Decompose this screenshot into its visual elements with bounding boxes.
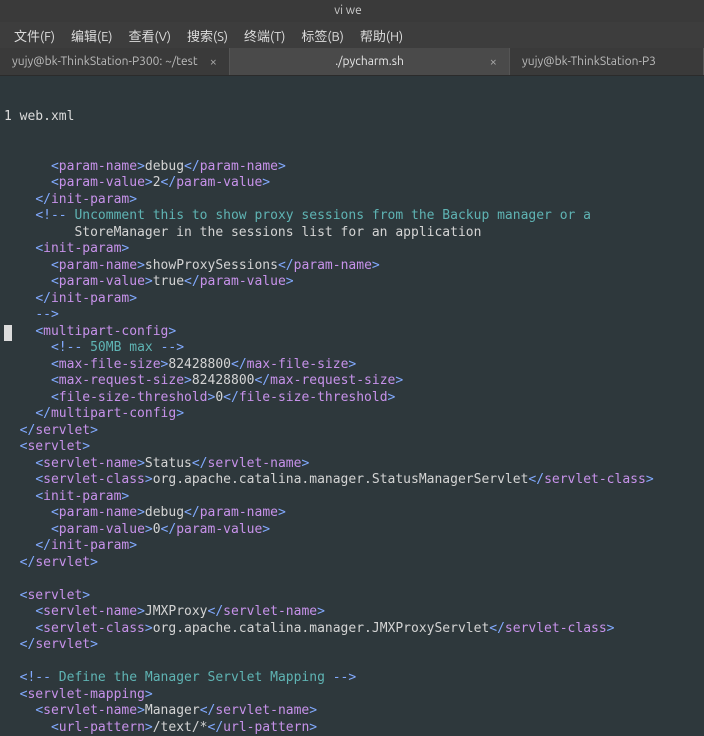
tab-0[interactable]: yujy@bk-ThinkStation-P300: ~/test × [0, 48, 230, 75]
cursor [4, 325, 12, 341]
code-line: <param-value>0</param-value> [0, 522, 704, 539]
tab-2[interactable]: yujy@bk-ThinkStation-P3 [510, 48, 704, 75]
menu-bar: 文件(F) 编辑(E) 查看(V) 搜索(S) 终端(T) 标签(B) 帮助(H… [0, 22, 704, 48]
code-line: </init-param> [0, 192, 704, 209]
code-line: <url-pattern>/text/*</url-pattern> [0, 720, 704, 736]
code-container: <param-name>debug</param-name> <param-va… [0, 159, 704, 736]
code-line: <servlet-name>JMXProxy</servlet-name> [0, 604, 704, 621]
code-line: <max-file-size>82428800</max-file-size> [0, 357, 704, 374]
code-line: </init-param> [0, 291, 704, 308]
close-icon[interactable]: × [210, 55, 217, 69]
code-line: <servlet> [0, 588, 704, 605]
code-line: </servlet> [0, 423, 704, 440]
code-line [0, 654, 704, 671]
window-title-bar: vi we [0, 0, 704, 22]
code-line: <!-- Uncomment this to show proxy sessio… [0, 208, 704, 225]
tab-bar: yujy@bk-ThinkStation-P300: ~/test × ./py… [0, 48, 704, 76]
code-line: <param-value>2</param-value> [0, 175, 704, 192]
code-line: <param-value>true</param-value> [0, 274, 704, 291]
code-line: <file-size-threshold>0</file-size-thresh… [0, 390, 704, 407]
code-line: <max-request-size>82428800</max-request-… [0, 373, 704, 390]
editor-area[interactable]: 1 web.xml <param-name>debug</param-name>… [0, 76, 704, 736]
close-icon[interactable]: × [490, 55, 497, 69]
code-line: StoreManager in the sessions list for an… [0, 225, 704, 242]
code-line: </multipart-config> [0, 406, 704, 423]
code-line: <servlet-class>org.apache.catalina.manag… [0, 472, 704, 489]
code-line: </servlet> [0, 637, 704, 654]
code-line: </servlet> [0, 555, 704, 572]
menu-file[interactable]: 文件(F) [6, 26, 63, 45]
menu-search[interactable]: 搜索(S) [179, 26, 236, 45]
code-line: <!-- Define the Manager Servlet Mapping … [0, 670, 704, 687]
code-line: <servlet-name>Manager</servlet-name> [0, 703, 704, 720]
code-line: <param-name>showProxySessions</param-nam… [0, 258, 704, 275]
editor-info-line: 1 web.xml [0, 109, 704, 126]
tab-label: yujy@bk-ThinkStation-P3 [522, 55, 656, 68]
menu-edit[interactable]: 编辑(E) [63, 26, 120, 45]
menu-help[interactable]: 帮助(H) [352, 26, 411, 45]
tab-label: ./pycharm.sh [335, 55, 404, 68]
code-line: <init-param> [0, 241, 704, 258]
code-line: <multipart-config> [0, 324, 704, 341]
tab-1[interactable]: ./pycharm.sh × [230, 48, 510, 75]
window-title: vi we [334, 4, 361, 17]
code-line: <servlet-mapping> [0, 687, 704, 704]
tab-label: yujy@bk-ThinkStation-P300: ~/test [12, 55, 198, 68]
code-line: </init-param> [0, 538, 704, 555]
code-line: <servlet> [0, 439, 704, 456]
code-line: <param-name>debug</param-name> [0, 505, 704, 522]
code-line: <!-- 50MB max --> [0, 340, 704, 357]
menu-view[interactable]: 查看(V) [121, 26, 179, 45]
code-line: <init-param> [0, 489, 704, 506]
menu-terminal[interactable]: 终端(T) [236, 26, 293, 45]
code-line [0, 571, 704, 588]
code-line: --> [0, 307, 704, 324]
code-line: <param-name>debug</param-name> [0, 159, 704, 176]
menu-tabs[interactable]: 标签(B) [293, 26, 351, 45]
code-line: <servlet-name>Status</servlet-name> [0, 456, 704, 473]
code-line: <servlet-class>org.apache.catalina.manag… [0, 621, 704, 638]
